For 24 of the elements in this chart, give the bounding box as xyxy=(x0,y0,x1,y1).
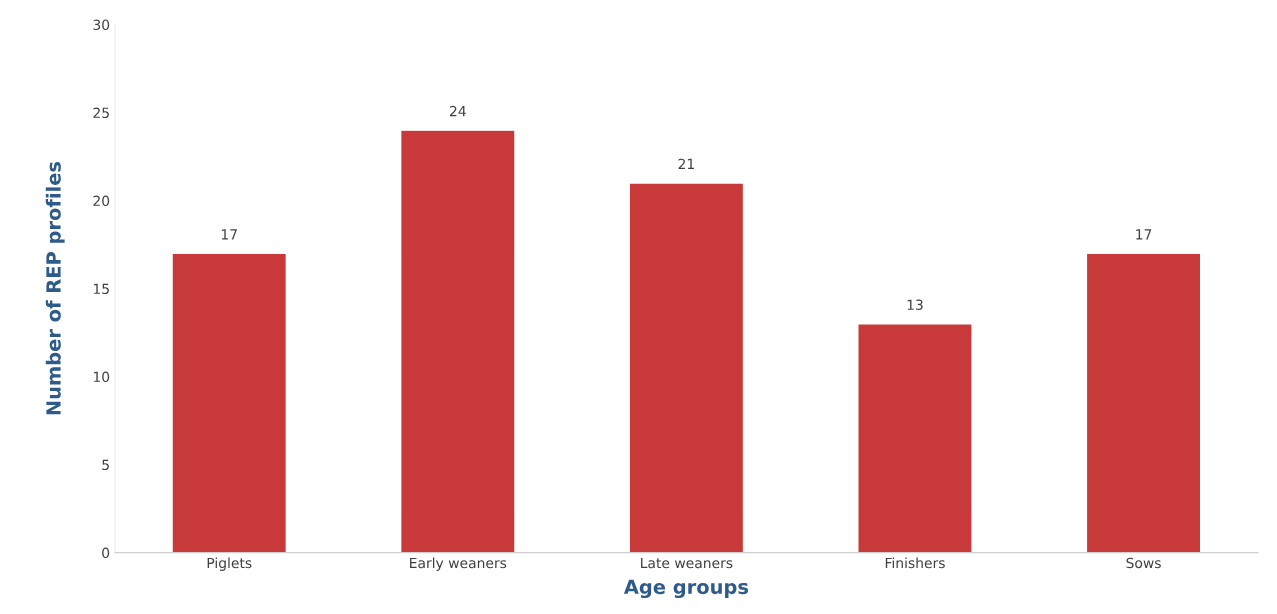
y-axis-title: Number of REP profiles xyxy=(45,161,65,415)
y-tick-label: 10 xyxy=(93,371,110,383)
bar xyxy=(857,323,973,553)
data-label: 21 xyxy=(678,158,694,169)
data-label: 17 xyxy=(221,229,237,240)
y-tick-label: 20 xyxy=(93,195,110,207)
data-label: 13 xyxy=(907,299,923,310)
y-tick-label: 0 xyxy=(102,547,110,559)
bar xyxy=(1085,252,1202,553)
x-tick-label: Finishers xyxy=(885,557,945,569)
x-tick-label: Late weaners xyxy=(641,557,733,569)
x-tick-label: Early weaners xyxy=(410,557,507,571)
y-tick-label: 5 xyxy=(102,459,109,471)
bar xyxy=(171,252,288,553)
data-label: 17 xyxy=(1136,229,1152,240)
x-tick-label: Piglets xyxy=(207,557,252,571)
x-tick-label: Sows xyxy=(1126,557,1161,569)
bar xyxy=(628,182,745,553)
y-tick-label: 15 xyxy=(93,283,109,295)
bar xyxy=(399,129,516,553)
y-tick-label: 25 xyxy=(93,107,109,119)
x-axis-title: Age groups xyxy=(623,579,749,599)
y-tick-label: 30 xyxy=(93,19,110,31)
data-label: 24 xyxy=(449,105,466,117)
